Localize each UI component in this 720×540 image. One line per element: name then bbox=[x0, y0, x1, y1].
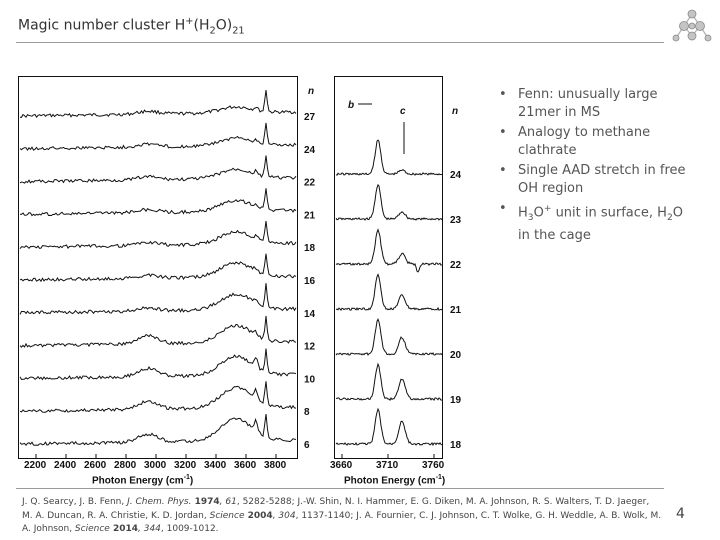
bullet-item: • H3O+ unit in surface, H2O in the cage bbox=[499, 201, 683, 243]
left-n-label: 21 bbox=[304, 210, 316, 221]
bullet-list: • Fenn: unusually large 21mer in MS • Anal… bbox=[494, 86, 694, 247]
peak-c-label: c bbox=[400, 106, 406, 117]
left-x-tick-label: 2600 bbox=[84, 460, 107, 471]
left-spectra-plot: n 27 24 22 21 18 16 14 12 10 8 6 bbox=[18, 76, 316, 459]
right-n-label: 24 bbox=[450, 170, 462, 181]
bullet-item: • Single AAD stretch in free OH region bbox=[499, 163, 686, 196]
left-x-tick-label: 3200 bbox=[174, 460, 197, 471]
right-n-label: 21 bbox=[450, 305, 462, 316]
left-x-tick-label: 3800 bbox=[264, 460, 287, 471]
references: J. Q. Searcy, J. B. Fenn, J. Chem. Phys.… bbox=[22, 497, 662, 534]
page-number: 4 bbox=[676, 506, 685, 522]
left-x-tick-label: 3000 bbox=[144, 460, 167, 471]
right-x-tick-label: 3710 bbox=[376, 460, 399, 471]
bullet-item: • Analogy to methane clathrate bbox=[499, 125, 651, 158]
molecule-cluster-logo-icon bbox=[672, 9, 712, 42]
right-x-label: Photon Energy (cm-1) bbox=[344, 474, 446, 487]
left-n-label: 8 bbox=[304, 407, 310, 418]
left-n-label: 22 bbox=[304, 178, 316, 189]
right-n-header: n bbox=[452, 106, 458, 117]
right-x-tick-label: 3660 bbox=[330, 460, 353, 471]
left-x-tick-label: 3600 bbox=[234, 460, 257, 471]
right-n-label: 20 bbox=[450, 350, 462, 361]
right-n-label: 22 bbox=[450, 260, 462, 271]
peak-b-label: b bbox=[348, 100, 354, 111]
right-x-tick-label: 3760 bbox=[422, 460, 445, 471]
left-n-label: 18 bbox=[304, 243, 316, 254]
left-n-header: n bbox=[308, 86, 314, 97]
left-n-label: 16 bbox=[304, 276, 316, 287]
left-n-label: 12 bbox=[304, 342, 316, 353]
right-n-label: 18 bbox=[450, 440, 462, 451]
left-x-label: Photon Energy (cm-1) bbox=[92, 474, 194, 487]
right-n-label: 19 bbox=[450, 395, 462, 406]
bullet-item: • Fenn: unusually large 21mer in MS bbox=[499, 87, 658, 120]
left-n-label: 24 bbox=[304, 145, 316, 156]
left-spectra-panel: n 27 24 22 21 18 16 14 12 10 8 6 bbox=[18, 76, 326, 460]
footer-divider bbox=[16, 488, 664, 489]
left-x-tick-label: 2800 bbox=[114, 460, 137, 471]
right-spectra-panel: b c n 24 23 22 21 20 19 18 bbox=[334, 76, 472, 460]
left-x-tick-label: 2200 bbox=[24, 460, 47, 471]
left-n-label: 10 bbox=[304, 374, 316, 385]
left-x-tick-label: 2400 bbox=[54, 460, 77, 471]
right-n-label: 23 bbox=[450, 215, 462, 226]
left-x-tick-label: 3400 bbox=[204, 460, 227, 471]
left-n-label: 6 bbox=[304, 440, 310, 451]
left-n-label: 27 bbox=[304, 112, 316, 123]
left-n-label: 14 bbox=[304, 309, 316, 320]
slide-title: Magic number cluster H+(H2O)21 bbox=[18, 16, 245, 37]
title-divider bbox=[16, 42, 664, 43]
right-spectra-plot: b c n 24 23 22 21 20 19 18 bbox=[334, 76, 462, 459]
